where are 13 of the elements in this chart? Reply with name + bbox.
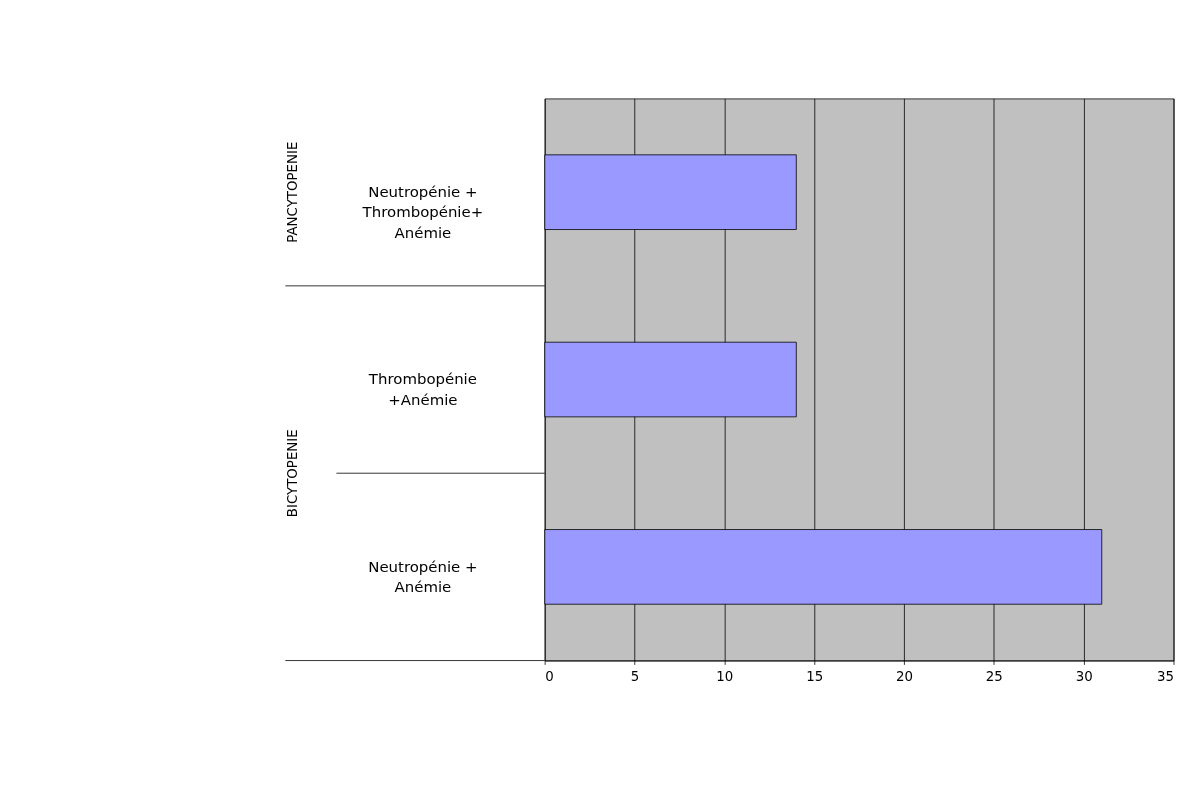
x-tick-label: 35 <box>1157 669 1175 685</box>
y-tick-label: Neutropénie + Anémie <box>368 557 478 597</box>
x-tick-label: 30 <box>1075 669 1093 685</box>
x-tick-label: 20 <box>896 669 914 685</box>
x-tick-label: 25 <box>985 669 1003 685</box>
y-tick-label: Thrombopénie +Anémie <box>367 370 477 409</box>
x-tick-label: 10 <box>716 669 734 685</box>
x-tick-label: 5 <box>630 669 640 685</box>
y-tick-label: Neutropénie + Thrombopénie+ Anémie <box>361 182 484 242</box>
text: BICYTOPENIE <box>285 429 301 518</box>
x-tick-label: 15 <box>806 669 824 685</box>
text: PANCYTOPENIE <box>285 141 301 243</box>
x-tick-label: 0 <box>545 669 554 685</box>
